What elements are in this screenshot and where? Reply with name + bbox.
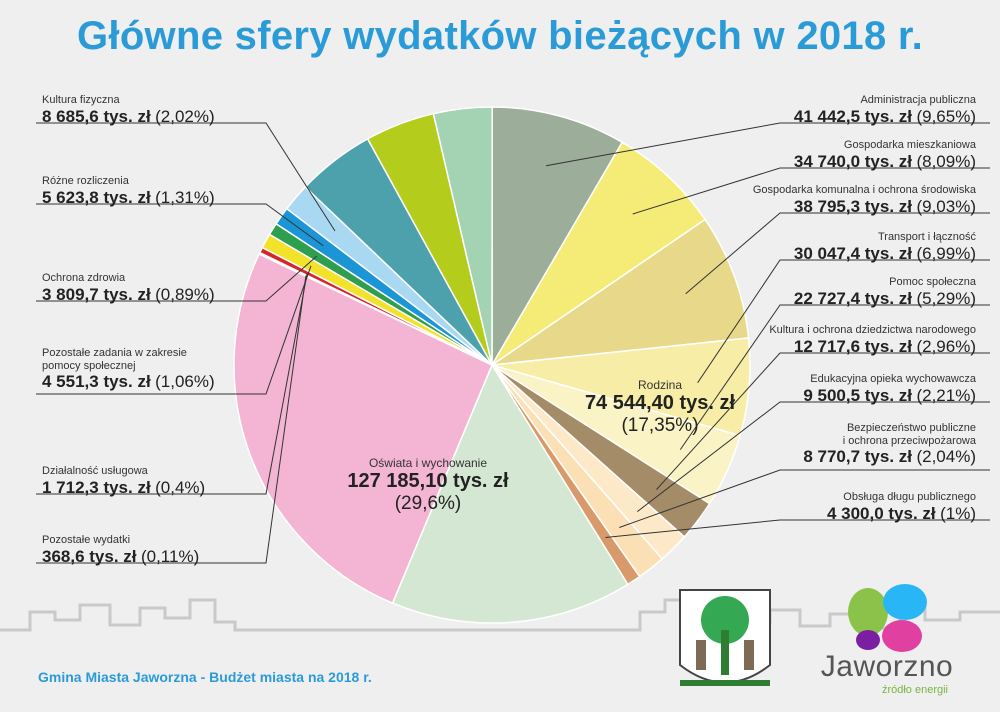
label-category: Pozostałe zadania w zakresie pomocy społ… — [42, 347, 187, 372]
label-value: 3 809,7 tys. zł — [42, 284, 151, 304]
label-percent: (1%) — [940, 503, 976, 523]
label-category: Edukacyjna opieka wychowawcza — [810, 373, 976, 385]
label-value: 9 500,5 tys. zł — [803, 385, 913, 405]
jaworzno-logo-icon — [848, 584, 927, 652]
label-oswiata: Oświata i wychowanie 127 185,10 tys. zł … — [318, 456, 538, 515]
leader-line — [36, 275, 307, 564]
pie-slice — [233, 253, 493, 605]
leader-line — [36, 273, 308, 495]
label-pomoc-spoleczna: Pomoc społeczna 22 727,4 tys. zł (5,29%) — [794, 276, 976, 309]
coat-of-arms-icon — [679, 589, 771, 686]
label-value: 41 442,5 tys. zł — [793, 106, 913, 126]
leader-line — [679, 304, 990, 450]
leader-line — [632, 167, 990, 215]
leader-line — [36, 122, 336, 232]
label-kultura-fizyczna: Kultura fizyczna 8 685,6 tys. zł (2,02%) — [42, 94, 215, 127]
pie-slice — [491, 106, 624, 368]
label-category: Obsługa długu publicznego — [843, 491, 976, 503]
label-kultura-dziedzictwo: Kultura i ochrona dziedzictwa narodowego… — [769, 324, 976, 357]
label-percent: (9,65%) — [916, 106, 976, 126]
label-category: Oświata i wychowanie — [368, 456, 488, 470]
label-category: Gospodarka komunalna i ochrona środowisk… — [752, 184, 976, 196]
pie-slice — [491, 218, 750, 366]
label-dzialalnosc-uslugowa: Działalność usługowa 1 712,3 tys. zł (0,… — [42, 465, 205, 498]
label-rozne-rozliczenia: Różne rozliczenia 5 623,8 tys. zł (1,31%… — [42, 175, 215, 208]
label-value: 5 623,8 tys. zł — [42, 187, 151, 207]
pie-slice — [432, 106, 493, 366]
label-category: Różne rozliczenia — [42, 175, 129, 187]
label-percent: (0,89%) — [155, 284, 215, 304]
label-rodzina: Rodzina 74 544,40 tys. zł (17,35%) — [560, 378, 760, 437]
leader-line — [36, 265, 312, 395]
label-percent: (0,11%) — [140, 546, 200, 566]
label-value: 38 795,3 tys. zł — [793, 196, 913, 216]
label-percent: (2,02%) — [155, 106, 215, 126]
label-bezpieczenstwo: Bezpieczeństwo publiczne i ochrona przec… — [803, 422, 976, 468]
label-category: Kultura i ochrona dziedzictwa narodowego — [769, 324, 976, 336]
label-value: 127 185,10 tys. zł — [347, 470, 509, 492]
label-percent: (29,6%) — [394, 493, 462, 514]
pie-slice — [391, 363, 629, 624]
leader-line — [656, 352, 990, 490]
label-gospodarka-mieszkaniowa: Gospodarka mieszkaniowa 34 740,0 tys. zł… — [794, 139, 976, 172]
label-percent: (2,96%) — [916, 336, 976, 356]
label-pozostale-wydatki: Pozostałe wydatki 368,6 tys. zł (0,11%) — [42, 534, 199, 567]
label-value: 12 717,6 tys. zł — [793, 336, 913, 356]
label-category: Kultura fizyczna — [42, 94, 120, 106]
label-category: Ochrona zdrowia — [42, 272, 126, 284]
label-category: Pomoc społeczna — [889, 276, 976, 288]
label-value: 4 300,0 tys. zł — [826, 503, 936, 523]
label-value: 4 551,3 tys. zł — [42, 372, 151, 392]
leader-line — [697, 259, 990, 384]
label-category: Administracja publiczna — [860, 94, 976, 106]
brand-name: Jaworzno — [820, 650, 954, 683]
brand: Jaworzno źródło energii — [812, 650, 962, 696]
footer-text: Gmina Miasta Jaworzna - Budżet miasta na… — [38, 669, 372, 685]
pie-slice — [491, 141, 707, 366]
leader-line — [36, 203, 324, 247]
leader-line — [605, 519, 990, 538]
label-pozostale-zadania: Pozostałe zadania w zakresie pomocy społ… — [42, 347, 215, 393]
label-value: 1 712,3 tys. zł — [42, 477, 151, 497]
label-gospodarka-komunalna: Gospodarka komunalna i ochrona środowisk… — [753, 184, 976, 217]
label-value: 30 047,4 tys. zł — [793, 243, 913, 263]
label-transport: Transport i łączność 30 047,4 tys. zł (6… — [794, 231, 976, 264]
label-percent: (2,04%) — [916, 447, 976, 467]
label-percent: (0,4%) — [155, 477, 206, 497]
label-value: 34 740,0 tys. zł — [793, 151, 913, 171]
leader-line — [619, 469, 990, 528]
label-percent: (8,09%) — [916, 151, 976, 171]
label-percent: (1,06%) — [155, 372, 215, 392]
label-edukacyjna-opieka: Edukacyjna opieka wychowawcza 9 500,5 ty… — [803, 373, 976, 406]
leader-line — [685, 212, 990, 295]
label-percent: (2,21%) — [916, 385, 976, 405]
label-percent: (5,29%) — [916, 288, 976, 308]
label-administracja: Administracja publiczna 41 442,5 tys. zł… — [794, 94, 976, 127]
label-value: 8 770,7 tys. zł — [803, 447, 913, 467]
label-value: 368,6 tys. zł — [42, 546, 137, 566]
label-category: Rodzina — [637, 378, 683, 392]
label-percent: (1,31%) — [155, 187, 215, 207]
label-category: Gospodarka mieszkaniowa — [843, 139, 976, 151]
label-obsluga-dlugu: Obsługa długu publicznego 4 300,0 tys. z… — [827, 491, 976, 524]
label-value: 8 685,6 tys. zł — [42, 106, 151, 126]
leader-line — [545, 122, 990, 167]
brand-tagline: źródło energii — [881, 684, 948, 696]
label-category: Bezpieczeństwo publiczne i ochrona przec… — [842, 422, 976, 447]
label-category: Pozostałe wydatki — [42, 534, 131, 546]
label-ochrona-zdrowia: Ochrona zdrowia 3 809,7 tys. zł (0,89%) — [42, 272, 215, 305]
label-value: 74 544,40 tys. zł — [584, 392, 736, 414]
label-category: Działalność usługowa — [42, 465, 148, 477]
leader-line — [636, 401, 990, 512]
chart-title: Główne sfery wydatków bieżących w 2018 r… — [77, 14, 923, 58]
leader-line — [36, 255, 317, 302]
label-value: 22 727,4 tys. zł — [793, 288, 913, 308]
label-category: Transport i łączność — [877, 231, 976, 243]
label-percent: (17,35%) — [621, 415, 699, 436]
label-percent: (6,99%) — [916, 243, 976, 263]
label-percent: (9,03%) — [916, 196, 976, 216]
